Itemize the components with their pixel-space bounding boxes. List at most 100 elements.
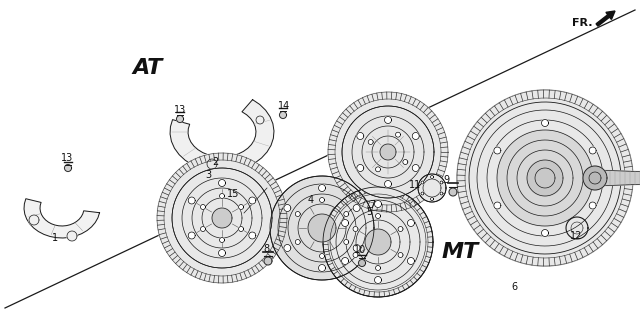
Polygon shape	[440, 181, 443, 184]
Polygon shape	[385, 181, 392, 188]
Polygon shape	[368, 140, 373, 144]
Polygon shape	[358, 259, 365, 266]
Polygon shape	[376, 213, 381, 218]
Polygon shape	[408, 258, 415, 265]
Polygon shape	[497, 130, 593, 226]
Polygon shape	[218, 250, 225, 257]
Polygon shape	[67, 231, 77, 241]
Polygon shape	[356, 133, 364, 140]
Polygon shape	[403, 160, 408, 164]
Text: 3: 3	[205, 170, 211, 180]
Text: 12: 12	[570, 231, 582, 241]
Polygon shape	[323, 187, 433, 297]
Polygon shape	[494, 202, 501, 209]
Polygon shape	[396, 132, 401, 137]
Polygon shape	[308, 214, 336, 242]
Polygon shape	[24, 199, 100, 238]
Polygon shape	[431, 176, 433, 178]
Polygon shape	[207, 159, 217, 169]
Polygon shape	[200, 204, 205, 210]
Polygon shape	[177, 115, 184, 122]
Polygon shape	[29, 215, 39, 225]
Polygon shape	[172, 168, 272, 268]
Polygon shape	[541, 120, 548, 127]
Text: 7: 7	[369, 200, 375, 210]
Polygon shape	[431, 197, 433, 201]
Polygon shape	[353, 226, 358, 232]
Polygon shape	[65, 164, 72, 171]
Text: 9: 9	[443, 175, 449, 185]
Polygon shape	[328, 92, 448, 212]
Text: 4: 4	[308, 195, 314, 205]
Polygon shape	[342, 106, 434, 198]
Text: 6: 6	[511, 282, 517, 292]
Text: 10: 10	[354, 245, 366, 255]
Polygon shape	[376, 266, 381, 271]
Polygon shape	[188, 232, 195, 239]
Polygon shape	[374, 276, 381, 284]
Polygon shape	[595, 170, 640, 186]
Polygon shape	[342, 258, 349, 265]
Polygon shape	[412, 133, 419, 140]
Polygon shape	[353, 204, 360, 211]
Polygon shape	[284, 245, 291, 252]
Polygon shape	[421, 192, 424, 195]
Polygon shape	[440, 192, 443, 195]
Polygon shape	[408, 219, 415, 226]
Polygon shape	[249, 232, 256, 239]
Text: 15: 15	[227, 189, 239, 199]
Polygon shape	[398, 252, 403, 258]
Polygon shape	[200, 226, 205, 232]
Polygon shape	[398, 226, 403, 232]
Text: 13: 13	[174, 105, 186, 115]
Polygon shape	[220, 193, 225, 198]
Polygon shape	[365, 229, 391, 255]
Polygon shape	[385, 116, 392, 123]
Polygon shape	[319, 253, 324, 259]
Text: 2: 2	[212, 157, 218, 167]
Polygon shape	[342, 219, 349, 226]
Text: 1: 1	[52, 233, 58, 243]
Polygon shape	[541, 230, 548, 237]
Polygon shape	[353, 245, 360, 252]
Polygon shape	[170, 100, 274, 172]
Polygon shape	[239, 204, 244, 210]
Text: AT: AT	[133, 58, 163, 78]
Polygon shape	[188, 197, 195, 204]
Polygon shape	[494, 147, 501, 154]
Polygon shape	[356, 164, 364, 171]
Polygon shape	[589, 202, 596, 209]
Polygon shape	[589, 147, 596, 154]
Text: MT: MT	[442, 242, 479, 262]
Polygon shape	[295, 211, 300, 217]
Polygon shape	[218, 179, 225, 186]
Text: 11: 11	[409, 180, 421, 190]
Polygon shape	[418, 174, 446, 202]
Polygon shape	[319, 265, 326, 272]
Polygon shape	[421, 181, 424, 184]
Polygon shape	[295, 239, 300, 245]
Polygon shape	[457, 90, 633, 266]
Polygon shape	[527, 160, 563, 196]
Text: 8: 8	[263, 244, 269, 254]
Text: 5: 5	[366, 207, 372, 217]
Polygon shape	[212, 208, 232, 228]
Polygon shape	[280, 112, 287, 119]
Polygon shape	[157, 153, 287, 283]
Text: 14: 14	[278, 101, 290, 111]
Polygon shape	[376, 167, 381, 172]
Polygon shape	[449, 188, 457, 196]
Polygon shape	[412, 164, 419, 171]
Polygon shape	[323, 187, 433, 297]
Polygon shape	[319, 197, 324, 203]
Polygon shape	[380, 144, 396, 160]
FancyArrow shape	[596, 11, 615, 26]
Polygon shape	[583, 166, 607, 190]
Polygon shape	[284, 204, 291, 211]
Text: FR.: FR.	[572, 18, 593, 28]
Text: 13: 13	[61, 153, 73, 163]
Polygon shape	[249, 197, 256, 204]
Polygon shape	[270, 176, 374, 280]
Polygon shape	[457, 90, 633, 266]
Polygon shape	[344, 239, 349, 245]
